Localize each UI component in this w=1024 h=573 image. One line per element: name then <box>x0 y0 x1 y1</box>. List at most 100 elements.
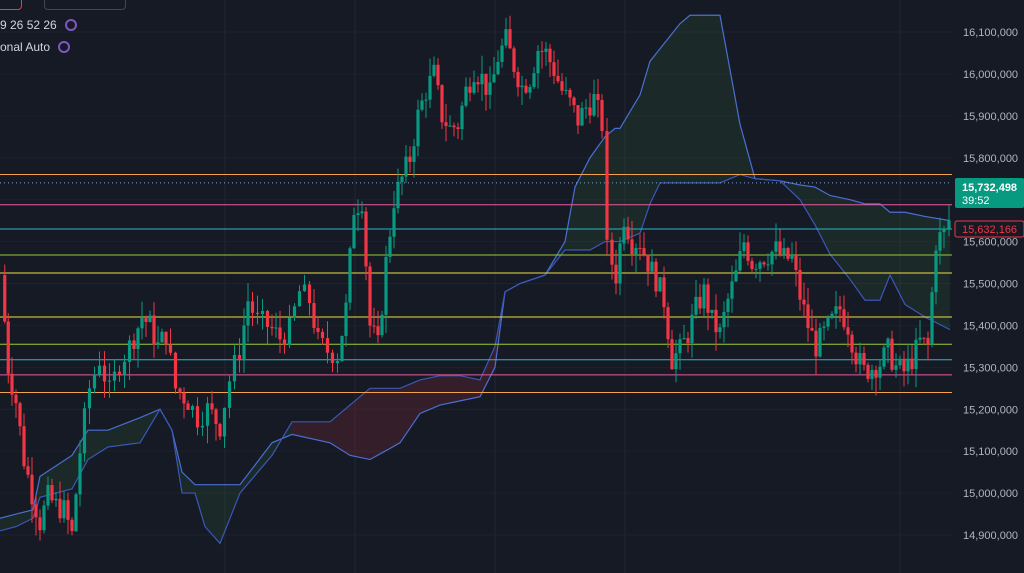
candles <box>3 15 951 541</box>
y-tick-label: 15,500,000 <box>963 279 1018 291</box>
candle-body <box>618 243 622 284</box>
candle-body <box>782 248 786 255</box>
candle-body <box>22 426 26 467</box>
candle-body <box>822 326 826 328</box>
cloud-segment <box>40 455 72 498</box>
candle-body <box>686 338 690 344</box>
candle-body <box>178 388 182 393</box>
candle-body <box>630 239 634 255</box>
candle-body <box>360 211 364 214</box>
candle-body <box>205 403 210 426</box>
candle-body <box>666 307 670 340</box>
candle-body <box>580 108 584 126</box>
candle-body <box>902 358 906 372</box>
candle-body <box>400 176 404 182</box>
candle-body <box>658 277 662 292</box>
candle-body <box>536 50 540 74</box>
candle-body <box>195 406 200 428</box>
cloud-segment <box>830 195 850 280</box>
candle-body <box>186 403 190 411</box>
candle-body <box>754 268 758 270</box>
candle-body <box>416 109 420 147</box>
candle-body <box>287 317 292 346</box>
grid <box>224 0 901 573</box>
candle-body <box>448 125 452 127</box>
candle-body <box>484 73 488 95</box>
candle-body <box>706 284 710 313</box>
refresh-icon[interactable] <box>58 41 71 53</box>
candle-body <box>456 127 460 130</box>
candle-body <box>420 100 424 110</box>
marker-price-tag <box>954 220 1024 238</box>
candle-body <box>882 347 886 367</box>
candle-body <box>718 327 722 333</box>
candle-body <box>834 306 838 314</box>
candle-body <box>826 316 830 327</box>
y-tick-label: 15,200,000 <box>963 404 1018 416</box>
candle-body <box>722 311 726 328</box>
cloud-segment <box>350 388 370 460</box>
cloud-segment <box>850 199 865 301</box>
candle-body <box>102 365 107 382</box>
candle-body <box>806 304 810 329</box>
candle-body <box>352 215 356 249</box>
candle-body <box>544 48 548 52</box>
top-box-right[interactable] <box>44 0 126 10</box>
candle-body <box>814 330 818 357</box>
candle-body <box>190 406 195 411</box>
cloud-span-b-line <box>0 173 951 545</box>
candle-body <box>770 251 774 265</box>
candle-body <box>898 358 902 366</box>
candle-body <box>930 292 934 345</box>
candle-body <box>798 269 802 300</box>
candle-body <box>938 232 942 251</box>
candle-body <box>622 226 626 244</box>
candle-body <box>762 262 766 265</box>
y-tick-label: 16,000,000 <box>963 69 1018 81</box>
candle-body <box>136 328 140 349</box>
candle-body <box>92 374 97 389</box>
candle-body <box>368 266 372 326</box>
candle-body <box>520 85 524 88</box>
cloud-segment <box>108 417 140 447</box>
candle-body <box>464 86 468 106</box>
candle-body <box>250 301 255 313</box>
price-axis: 14,900,000 15,000,000 15,100,000 15,200,000… <box>952 0 1024 573</box>
candle-body <box>14 394 18 404</box>
cloud-segment <box>240 442 272 494</box>
candle-body <box>726 298 730 312</box>
candle-body <box>556 75 560 82</box>
candle-body <box>58 498 62 519</box>
candle-body <box>790 254 794 259</box>
candle-body <box>282 339 287 346</box>
cloud-segment <box>660 23 680 183</box>
candle-body <box>600 99 604 132</box>
candle-body <box>766 264 770 266</box>
candle-body <box>297 291 302 307</box>
candle-body <box>576 105 580 126</box>
candle-body <box>642 248 646 255</box>
candle-body <box>610 239 614 265</box>
candle-body <box>428 75 432 100</box>
candle-body <box>802 299 806 305</box>
candle-body <box>274 327 278 329</box>
price-tags: 15,732,498 39:52 15,632,166 <box>954 178 1024 238</box>
candle-body <box>468 86 472 93</box>
candle-body <box>524 85 528 93</box>
candle-body <box>810 328 814 331</box>
candle-body <box>200 425 205 428</box>
candle-body <box>30 474 34 505</box>
candle-body <box>356 213 360 216</box>
cloud-segment <box>690 15 700 183</box>
candle-body <box>552 62 556 76</box>
y-tick-label: 15,100,000 <box>963 446 1018 458</box>
refresh-icon[interactable] <box>64 19 77 31</box>
candle-body <box>472 82 476 93</box>
candle-body <box>638 247 642 249</box>
candle-body <box>682 338 686 340</box>
top-box-left[interactable] <box>0 0 22 10</box>
candle-body <box>750 260 754 270</box>
cloud-segment <box>620 94 640 242</box>
candle-body <box>424 99 428 101</box>
